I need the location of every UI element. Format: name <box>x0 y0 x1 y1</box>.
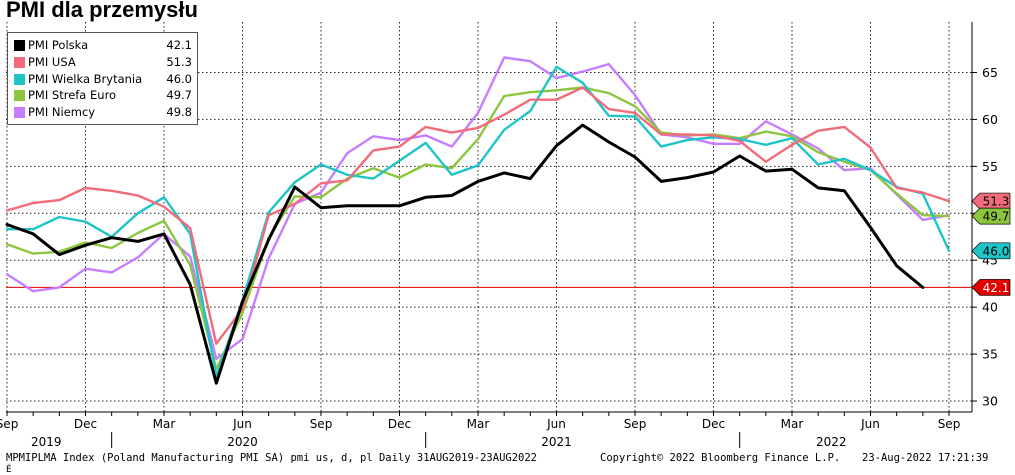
series-line-4 <box>5 86 951 371</box>
value-tag-label: 51.3 <box>983 195 1010 209</box>
legend-value: 42.1 <box>166 38 192 52</box>
value-tag-label: 49.7 <box>983 210 1010 224</box>
legend-name: PMI USA <box>28 54 76 69</box>
series-line-2 <box>5 86 951 345</box>
x-tick-label: Sep <box>310 417 333 431</box>
series-line-1 <box>5 123 925 385</box>
legend-swatch <box>14 107 25 119</box>
y-tick-label: 65 <box>982 65 998 80</box>
value-tag-shape <box>971 192 1011 210</box>
x-tick-label: Sep <box>0 417 18 431</box>
legend-name: PMI Wielka Brytania <box>28 71 143 86</box>
x-tick-label: Sep <box>624 417 647 431</box>
y-tick-label: 55 <box>982 159 998 174</box>
legend-value: 46.0 <box>166 71 192 86</box>
y-tick-label: 60 <box>982 112 998 127</box>
value-tag: 42.1 <box>971 279 1011 296</box>
chart-title: PMI dla przemysłu <box>6 0 198 22</box>
x-year-label: 2020 <box>227 435 258 449</box>
value-tag-label: 42.1 <box>983 281 1010 295</box>
y-tick-label: 35 <box>982 347 998 362</box>
x-year-label: 2021 <box>541 435 572 449</box>
legend-entry: PMI Polska 42.1 <box>14 38 192 53</box>
footer: MPMIPLMA Index (Poland Manufacturing PMI… <box>6 452 1009 468</box>
x-tick-label: Dec <box>702 417 725 431</box>
legend-swatch <box>14 56 25 68</box>
legend-entry: PMI Strefa Euro 49.7 <box>14 88 192 103</box>
legend-name: PMI Strefa Euro <box>28 88 117 103</box>
x-year-label: 2019 <box>31 435 62 449</box>
value-tag: 46.0 <box>971 242 1011 260</box>
legend-swatch <box>14 40 25 51</box>
x-year-label: 2022 <box>816 435 847 449</box>
legend-swatch <box>14 73 25 85</box>
value-tag-label: 46.0 <box>983 244 1010 258</box>
footer-source: MPMIPLMA Index (Poland Manufacturing PMI… <box>6 452 538 464</box>
y-tick-label: 30 <box>982 394 998 409</box>
x-tick-label: Jun <box>546 417 566 431</box>
legend-name: PMI Niemcy <box>28 105 96 120</box>
x-tick-label: Jun <box>860 417 880 431</box>
y-tick-label: 40 <box>982 300 998 315</box>
legend: PMI Polska 42.1 PMI USA 51.3 PMI Wielka Bryt… <box>7 32 198 125</box>
x-tick-label: Sep <box>938 417 961 431</box>
x-tick-label: Jun <box>232 417 252 431</box>
value-tag-shape <box>971 207 1011 225</box>
footer-copyright: Copyright© 2022 Bloomberg Finance L.P. <box>600 452 841 464</box>
legend-swatch <box>14 90 25 102</box>
value-tag-shape <box>971 279 1011 296</box>
x-tick-label: Mar <box>781 417 804 431</box>
series-line-3 <box>5 65 951 378</box>
value-tag-shape <box>971 242 1011 260</box>
legend-entry: PMI Wielka Brytania 46.0 <box>14 72 192 87</box>
value-tag: 51.3 <box>971 192 1011 210</box>
legend-value: 51.3 <box>166 54 192 69</box>
x-tick-label: Dec <box>74 417 97 431</box>
value-tag: 49.7 <box>971 207 1011 225</box>
legend-value: 49.8 <box>166 105 192 120</box>
footer-timestamp: 23-Aug-2022 17:21:39 <box>862 452 989 464</box>
legend-value: 49.7 <box>166 88 192 103</box>
x-tick-label: Dec <box>388 417 411 431</box>
legend-entry: PMI Niemcy 49.8 <box>14 105 192 120</box>
x-tick-label: Mar <box>153 417 176 431</box>
legend-entry: PMI USA 51.3 <box>14 55 192 70</box>
x-tick-label: Mar <box>467 417 490 431</box>
corner-mark: É <box>6 465 12 475</box>
legend-name: PMI Polska <box>28 38 89 52</box>
